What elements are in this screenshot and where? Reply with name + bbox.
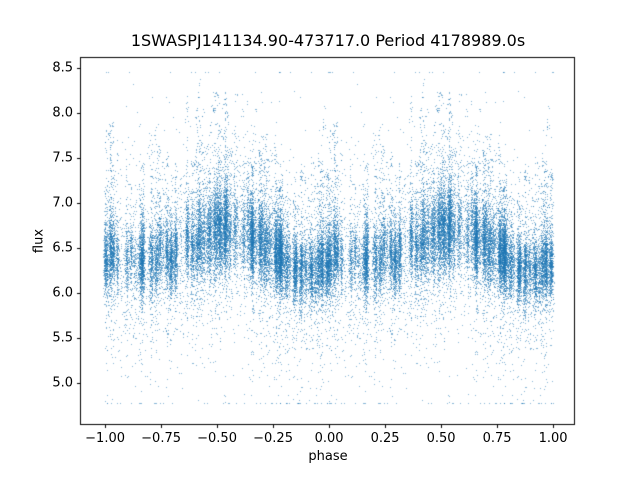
x-tick-label: −0.75: [141, 431, 181, 446]
y-tick-label: 6.0: [52, 285, 73, 301]
y-tick-label: 5.5: [52, 330, 73, 346]
x-tick-label: −1.00: [85, 431, 125, 446]
y-tick-label: 5.0: [52, 375, 73, 391]
x-tick-label: −0.50: [197, 431, 237, 446]
y-tick-label: 8.5: [52, 60, 73, 76]
chart-title: 1SWASPJ141134.90-473717.0 Period 4178989…: [130, 31, 526, 50]
y-tick-label: 7.5: [52, 150, 73, 166]
y-tick-label: 7.0: [52, 195, 73, 211]
y-tick-label: 6.5: [52, 240, 73, 256]
x-tick-label: 0.00: [314, 431, 344, 446]
x-tick-label: 0.25: [370, 431, 400, 446]
y-tick-label: 8.0: [52, 105, 73, 121]
x-tick-label: 0.75: [482, 431, 512, 446]
x-tick-label: −0.25: [253, 431, 293, 446]
x-axis-label: phase: [308, 449, 348, 464]
x-tick-label: 1.00: [538, 431, 568, 446]
y-axis-label: flux: [31, 228, 47, 254]
x-tick-label: 0.50: [426, 431, 456, 446]
